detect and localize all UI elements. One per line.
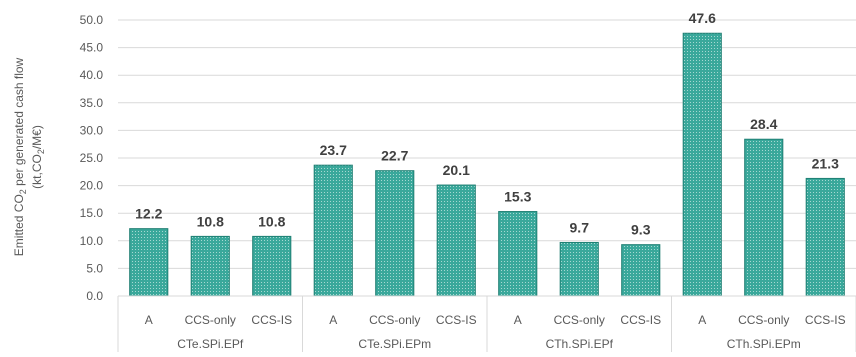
x-category-label: CCS-only — [185, 313, 236, 327]
y-tick-label: 10.0 — [80, 234, 104, 248]
bar — [190, 235, 230, 297]
y-axis-ticks: 0.0 5.0 10.0 15.0 20.0 25.0 30.0 35.0 40.0 45.0 50… — [80, 13, 104, 303]
x-group-label: CTe.SPi.EPm — [358, 337, 431, 351]
data-label: 21.3 — [812, 155, 839, 171]
x-category-label: CCS-IS — [251, 313, 292, 327]
data-label: 22.7 — [381, 148, 408, 164]
y-tick-label: 5.0 — [86, 261, 103, 275]
y-axis-title-line1: Emitted CO2 per generated cash flow — [12, 57, 28, 256]
data-label: 9.7 — [570, 219, 590, 235]
bar — [436, 184, 476, 297]
y-axis-title-line2: (kt,CO2/M€) — [30, 125, 46, 189]
x-group-label: CTe.SPi.EPf — [177, 337, 244, 351]
x-group-label: CTh.SPi.EPf — [546, 337, 614, 351]
data-label: 15.3 — [504, 189, 531, 205]
data-label: 20.1 — [443, 162, 470, 178]
x-axis: A CCS-only CCS-IS CTe.SPi.EPf A CCS-only CCS-I… — [117, 295, 856, 352]
y-tick-label: 35.0 — [80, 96, 104, 110]
x-category-label: CCS-IS — [620, 313, 661, 327]
x-group-label: CTh.SPi.EPm — [727, 337, 801, 351]
x-category-label: CCS-IS — [805, 313, 846, 327]
bar — [744, 138, 784, 297]
data-label: 10.8 — [258, 213, 285, 229]
bar — [129, 228, 169, 297]
data-label: 47.6 — [689, 10, 716, 26]
data-label: 9.3 — [631, 222, 651, 238]
bar — [498, 211, 538, 297]
data-label: 12.2 — [135, 206, 162, 222]
bar — [313, 164, 353, 297]
data-label: 23.7 — [320, 142, 347, 158]
x-category-label: CCS-only — [738, 313, 789, 327]
gridlines — [118, 19, 856, 297]
y-tick-label: 0.0 — [86, 289, 103, 303]
x-category-label: CCS-IS — [436, 313, 477, 327]
bar — [682, 32, 722, 297]
x-category-label: CCS-only — [554, 313, 605, 327]
x-category-label: A — [145, 313, 153, 327]
x-category-label: CCS-only — [369, 313, 420, 327]
y-tick-label: 15.0 — [80, 206, 104, 220]
data-label: 10.8 — [197, 213, 224, 229]
bar — [621, 244, 661, 297]
x-category-label: A — [329, 313, 337, 327]
y-tick-label: 50.0 — [80, 13, 104, 27]
bar — [252, 235, 292, 297]
y-tick-label: 45.0 — [80, 41, 104, 55]
x-category-label: A — [514, 313, 522, 327]
y-tick-label: 25.0 — [80, 151, 104, 165]
x-category-label: A — [698, 313, 706, 327]
y-tick-label: 40.0 — [80, 68, 104, 82]
y-tick-label: 30.0 — [80, 123, 104, 137]
bars — [129, 32, 845, 297]
bar — [375, 170, 415, 297]
data-labels: 12.2 10.8 10.8 23.7 22.7 20.1 15.3 9.7 9.3 47.6 28… — [135, 10, 839, 237]
bar — [805, 177, 845, 297]
bar — [559, 241, 599, 297]
y-tick-label: 20.0 — [80, 179, 104, 193]
data-label: 28.4 — [750, 116, 777, 132]
